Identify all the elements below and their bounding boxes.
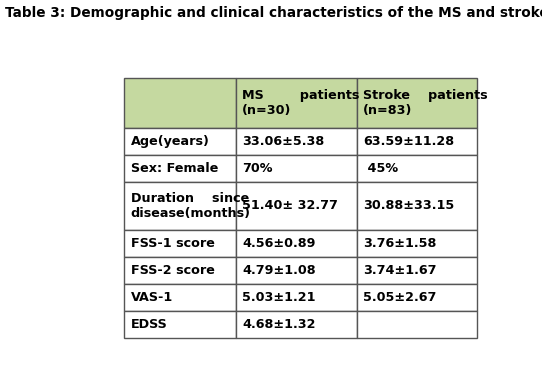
Bar (236, 284, 357, 311)
Bar (236, 78, 357, 128)
Bar (236, 311, 357, 338)
Text: VAS-1: VAS-1 (131, 291, 173, 304)
Text: Table 3: Demographic and clinical characteristics of the MS and stroke patients: Table 3: Demographic and clinical charac… (5, 6, 542, 20)
Bar (125, 182, 236, 230)
Bar (357, 230, 478, 257)
Text: Stroke    patients
(n=83): Stroke patients (n=83) (363, 89, 487, 117)
Text: FSS-2 score: FSS-2 score (131, 264, 215, 277)
Bar (357, 182, 478, 230)
Text: Duration    since
disease(months): Duration since disease(months) (131, 192, 251, 220)
Text: 5.05±2.67: 5.05±2.67 (363, 291, 436, 304)
Bar (125, 311, 236, 338)
Bar (236, 128, 357, 155)
Bar (357, 311, 478, 338)
Text: 3.74±1.67: 3.74±1.67 (363, 264, 436, 277)
Bar (357, 155, 478, 182)
Text: 33.06±5.38: 33.06±5.38 (242, 135, 324, 148)
Text: 4.56±0.89: 4.56±0.89 (242, 237, 315, 250)
Text: 30.88±33.15: 30.88±33.15 (363, 199, 454, 212)
Bar (357, 78, 478, 128)
Bar (125, 155, 236, 182)
Bar (357, 284, 478, 311)
Bar (357, 128, 478, 155)
Text: EDSS: EDSS (131, 318, 167, 331)
Bar (125, 230, 236, 257)
Text: 4.79±1.08: 4.79±1.08 (242, 264, 315, 277)
Text: MS        patients
(n=30): MS patients (n=30) (242, 89, 359, 117)
Text: Sex: Female: Sex: Female (131, 162, 218, 175)
Text: 4.68±1.32: 4.68±1.32 (242, 318, 315, 331)
Bar (125, 257, 236, 284)
Bar (125, 128, 236, 155)
Text: 45%: 45% (363, 162, 398, 175)
Text: 70%: 70% (242, 162, 273, 175)
Text: 63.59±11.28: 63.59±11.28 (363, 135, 454, 148)
Text: 51.40± 32.77: 51.40± 32.77 (242, 199, 338, 212)
Bar (357, 257, 478, 284)
Text: 3.76±1.58: 3.76±1.58 (363, 237, 436, 250)
Bar (236, 257, 357, 284)
Text: FSS-1 score: FSS-1 score (131, 237, 215, 250)
Bar (125, 78, 236, 128)
Bar (236, 230, 357, 257)
Bar (236, 182, 357, 230)
Text: 5.03±1.21: 5.03±1.21 (242, 291, 315, 304)
Bar (125, 284, 236, 311)
Text: Age(years): Age(years) (131, 135, 210, 148)
Bar (236, 155, 357, 182)
